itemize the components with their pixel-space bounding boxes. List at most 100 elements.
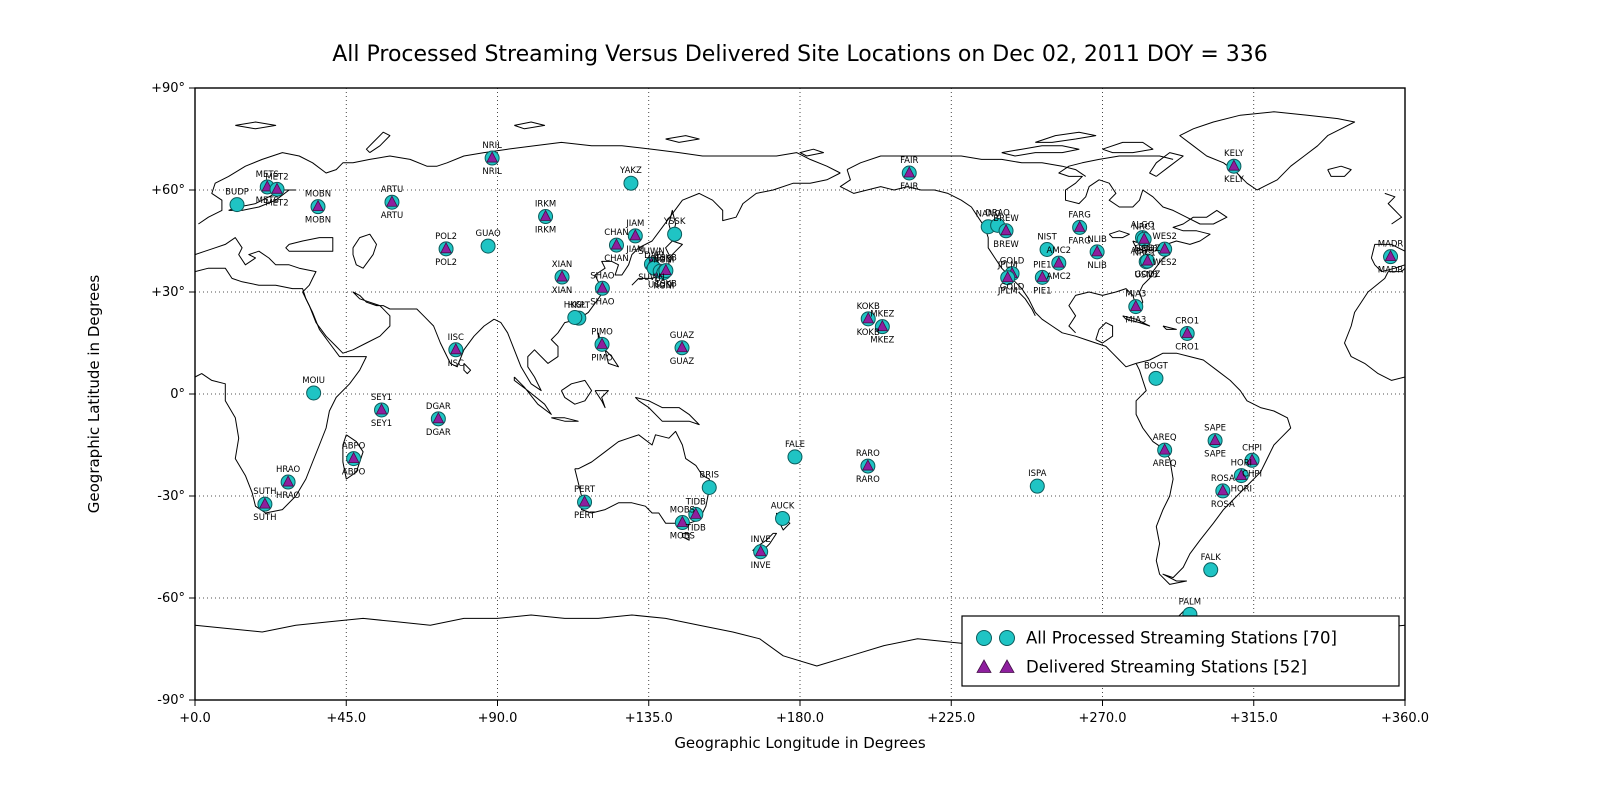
station-marker bbox=[1029, 478, 1045, 494]
station-label: GODZ bbox=[1135, 244, 1161, 254]
station-label: BUDP bbox=[225, 188, 249, 198]
station-label-delivered: POL2 bbox=[435, 258, 457, 268]
station-label-delivered: KELY bbox=[1224, 175, 1245, 185]
station-label-delivered: MET2 bbox=[265, 198, 288, 208]
legend-marker-triangle bbox=[976, 659, 992, 673]
station-label: ABPO bbox=[342, 442, 366, 452]
legend-marker-triangle bbox=[999, 659, 1015, 673]
station-label-delivered: GODZ bbox=[1135, 270, 1161, 280]
coastline bbox=[1384, 192, 1403, 225]
station-label-delivered: AREQ bbox=[1153, 459, 1177, 469]
station-label-delivered: ARTU bbox=[381, 211, 404, 221]
station-marker bbox=[775, 510, 791, 526]
station-label: CRO1 bbox=[1175, 316, 1199, 326]
station-label-delivered: PIE1 bbox=[1033, 286, 1051, 296]
station-label-delivered: TIDB bbox=[685, 523, 706, 533]
station-label-delivered: FARG bbox=[1068, 236, 1090, 246]
station-label: ISPA bbox=[1028, 469, 1046, 479]
station-label-delivered: USUD bbox=[648, 280, 673, 290]
coastline bbox=[513, 376, 552, 415]
station-label-delivered: SUWN bbox=[638, 273, 664, 283]
delivered-triangle-marker bbox=[259, 497, 271, 509]
coastline bbox=[1179, 111, 1356, 191]
coastline bbox=[846, 155, 1086, 177]
station-label: FARG bbox=[1068, 210, 1090, 220]
station-label-delivered: NLIB bbox=[1087, 261, 1107, 271]
station-label: USUD bbox=[648, 254, 673, 264]
x-tick-label: +270.0 bbox=[1078, 711, 1126, 726]
delivered-triangle-marker bbox=[1228, 159, 1240, 171]
coastline bbox=[463, 363, 472, 375]
station-label: KOKB bbox=[857, 302, 880, 312]
delivered-triangle-marker bbox=[1158, 242, 1171, 254]
station-label: MOIU bbox=[302, 376, 325, 386]
station-label: METS bbox=[256, 170, 279, 180]
station-label-delivered: MOBN bbox=[305, 216, 331, 226]
x-axis-label: Geographic Longitude in Degrees bbox=[674, 734, 926, 752]
station-label: GOLD bbox=[1000, 257, 1025, 267]
station-label-delivered: GUAZ bbox=[670, 357, 695, 367]
x-tick-label: +0.0 bbox=[179, 711, 211, 726]
coastlines bbox=[194, 111, 1406, 667]
chart-title: All Processed Streaming Versus Delivered… bbox=[332, 42, 1267, 67]
x-tick-label: +315.0 bbox=[1230, 711, 1278, 726]
station-label: DGAR bbox=[426, 402, 451, 412]
station-label: PERT bbox=[574, 485, 596, 495]
station-label-delivered: CHPI bbox=[1242, 469, 1262, 479]
station-marker bbox=[1148, 370, 1164, 386]
legend: All Processed Streaming Stations [70] Del… bbox=[961, 615, 1400, 687]
station-label: POL2 bbox=[435, 232, 457, 242]
station-label: BREW bbox=[993, 214, 1019, 224]
station-label: FALE bbox=[785, 440, 805, 450]
station-label: ARTU bbox=[381, 185, 404, 195]
station-label-delivered: HORI bbox=[1231, 485, 1253, 495]
station-label-delivered: SAPE bbox=[1204, 450, 1226, 460]
station-label-delivered: TSKB bbox=[654, 280, 677, 290]
station-label: PIE1 bbox=[1033, 260, 1051, 270]
grid bbox=[195, 88, 1405, 700]
delivered-triangle-marker bbox=[754, 544, 767, 557]
y-tick-label: -60° bbox=[157, 591, 185, 606]
y-tick-label: 0° bbox=[170, 387, 185, 402]
coastline bbox=[594, 390, 609, 409]
station-label: HKSL bbox=[564, 301, 586, 311]
delivered-triangle-marker bbox=[432, 411, 445, 424]
coastline bbox=[342, 434, 364, 480]
station-label: JPLM bbox=[997, 261, 1018, 271]
delivered-triangle-marker bbox=[1001, 270, 1014, 283]
delivered-triangle-marker bbox=[903, 166, 916, 178]
station-label: YAKZ bbox=[619, 166, 642, 176]
delivered-triangle-marker bbox=[1181, 326, 1194, 338]
delivered-triangle-marker bbox=[1216, 484, 1229, 496]
delivered-triangle-marker bbox=[596, 337, 608, 349]
station-label: MADR bbox=[1378, 240, 1404, 250]
coastline bbox=[1122, 315, 1151, 327]
station-label: NANO bbox=[976, 210, 1002, 220]
station-label: MIA3 bbox=[1125, 290, 1146, 300]
station-marker bbox=[229, 197, 245, 213]
station-label: SUTH bbox=[253, 487, 276, 497]
coastline bbox=[631, 240, 683, 286]
station-label-delivered: FAIR bbox=[900, 182, 918, 192]
delivered-triangle-marker bbox=[312, 199, 324, 212]
station-marker bbox=[623, 175, 639, 191]
delivered-triangle-marker bbox=[1141, 254, 1154, 266]
coastline bbox=[1095, 322, 1114, 344]
station-label: WES2 bbox=[1152, 232, 1177, 242]
station-label-delivered: SHAO bbox=[590, 297, 614, 307]
y-tick-label: +60° bbox=[151, 183, 185, 198]
station-label: FALK bbox=[1201, 553, 1222, 563]
station-label: NLIB bbox=[1087, 235, 1107, 245]
station-label: RARO bbox=[856, 449, 880, 459]
delivered-triangle-marker bbox=[676, 515, 689, 527]
station-label: MOBN bbox=[305, 190, 331, 200]
delivered-triangle-marker bbox=[1000, 223, 1012, 236]
station-label: TSKB bbox=[654, 254, 677, 264]
delivered-triangle-marker bbox=[282, 475, 294, 487]
station-label-delivered: JIAM bbox=[625, 245, 644, 255]
coastline bbox=[1162, 325, 1177, 330]
coastline bbox=[493, 172, 841, 392]
legend-marker-circle bbox=[976, 630, 992, 646]
coastline bbox=[1001, 145, 1080, 157]
